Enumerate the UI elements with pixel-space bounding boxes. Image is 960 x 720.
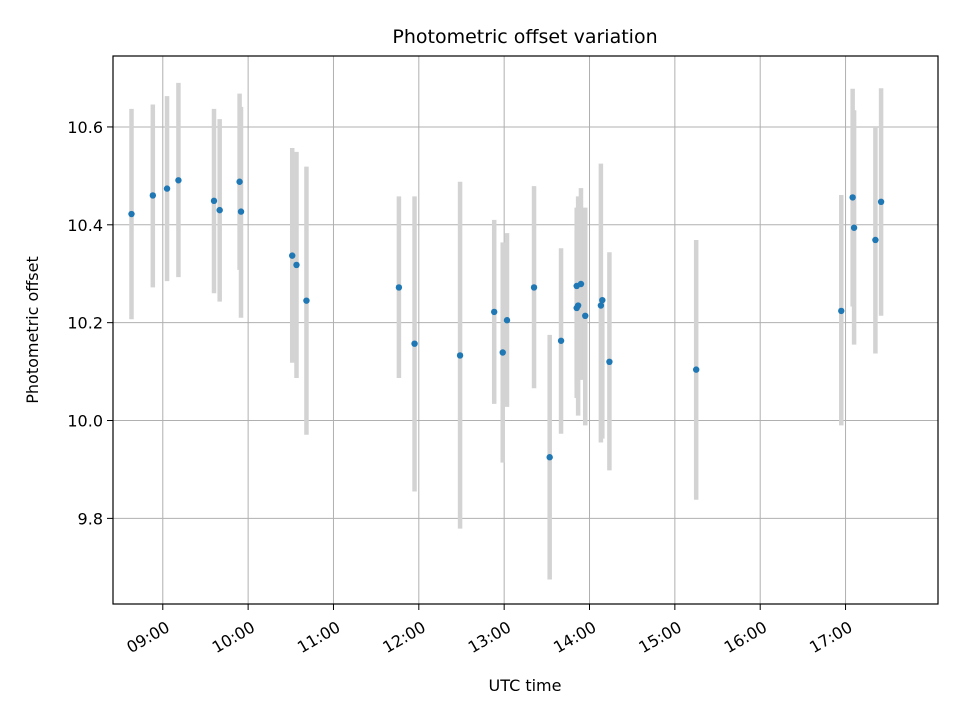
data-point bbox=[175, 177, 182, 184]
y-tick-label: 10.6 bbox=[67, 118, 103, 137]
y-tick-label: 10.0 bbox=[67, 412, 103, 431]
data-point bbox=[546, 454, 553, 461]
data-points bbox=[128, 177, 885, 461]
data-point bbox=[692, 366, 700, 373]
data-point bbox=[216, 206, 223, 214]
data-point bbox=[582, 312, 589, 320]
x-tick-label: 14:00 bbox=[550, 617, 599, 657]
x-tick-label: 10:00 bbox=[209, 617, 258, 657]
data-point bbox=[456, 352, 464, 359]
data-point bbox=[574, 302, 582, 309]
data-point bbox=[499, 349, 506, 356]
x-axis-label: UTC time bbox=[489, 676, 562, 695]
x-tick-label: 13:00 bbox=[465, 617, 514, 657]
data-point bbox=[411, 340, 418, 347]
error-bars bbox=[129, 82, 884, 580]
y-axis-ticks: 9.8 10.0 10.2 10.4 10.6 bbox=[67, 118, 113, 528]
data-point bbox=[838, 307, 845, 315]
y-tick-label: 9.8 bbox=[78, 509, 103, 528]
data-point bbox=[163, 185, 171, 192]
data-point bbox=[237, 208, 245, 215]
y-tick-label: 10.4 bbox=[67, 216, 103, 235]
data-point bbox=[850, 224, 858, 231]
chart-title: Photometric offset variation bbox=[392, 26, 657, 48]
data-point bbox=[293, 261, 300, 269]
data-point bbox=[289, 252, 296, 259]
data-point bbox=[236, 178, 243, 185]
data-point bbox=[128, 210, 135, 218]
x-tick-label: 11:00 bbox=[294, 617, 343, 657]
data-point bbox=[530, 284, 538, 291]
x-tick-label: 15:00 bbox=[635, 617, 684, 657]
data-point bbox=[149, 192, 157, 199]
data-point bbox=[395, 284, 403, 291]
x-tick-label: 16:00 bbox=[721, 617, 770, 657]
data-point bbox=[872, 236, 879, 244]
data-point bbox=[210, 197, 218, 205]
x-tick-label: 09:00 bbox=[123, 617, 172, 657]
x-axis-ticks: 09:00 10:00 11:00 12:00 13:00 14:00 15:00 16:00… bbox=[123, 604, 856, 657]
plot-frame bbox=[112, 55, 939, 605]
data-point bbox=[303, 297, 310, 304]
y-tick-label: 10.2 bbox=[67, 314, 103, 333]
data-point bbox=[577, 280, 585, 288]
data-point bbox=[503, 317, 511, 324]
data-point bbox=[877, 198, 885, 206]
data-point bbox=[599, 296, 606, 304]
data-point bbox=[597, 302, 605, 309]
data-point bbox=[849, 194, 856, 201]
data-point bbox=[557, 337, 565, 344]
y-axis-label: Photometric offset bbox=[23, 256, 42, 404]
grid bbox=[113, 56, 938, 604]
x-tick-label: 12:00 bbox=[379, 617, 428, 657]
x-tick-label: 17:00 bbox=[806, 617, 855, 657]
data-point bbox=[491, 308, 498, 316]
data-point bbox=[606, 358, 613, 366]
